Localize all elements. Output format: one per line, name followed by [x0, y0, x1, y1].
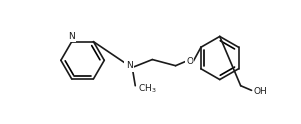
Text: N: N: [68, 32, 75, 41]
Text: CH$_3$: CH$_3$: [138, 83, 157, 95]
Text: O: O: [186, 57, 193, 66]
Text: N: N: [126, 61, 132, 70]
Text: OH: OH: [253, 87, 267, 96]
